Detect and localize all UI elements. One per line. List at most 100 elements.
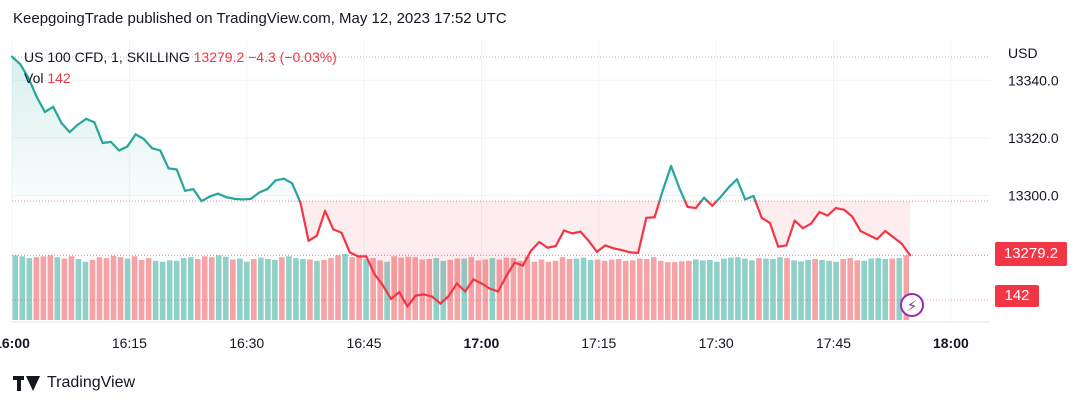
volume-bar xyxy=(307,259,313,320)
volume-bar xyxy=(54,257,61,320)
volume-bar xyxy=(426,259,433,320)
volume-bar xyxy=(194,259,201,320)
volume-bar xyxy=(145,258,152,320)
price-segment xyxy=(332,228,343,234)
volume-label[interactable]: Vol xyxy=(24,70,44,86)
price-segment xyxy=(43,105,55,114)
volume-bar xyxy=(47,255,54,320)
volume-bar xyxy=(601,260,608,320)
brand-name: TradingView xyxy=(47,374,136,391)
volume-bar xyxy=(847,258,853,320)
volume-bar xyxy=(636,258,643,320)
price-segment xyxy=(315,209,327,237)
price-segment xyxy=(439,295,450,305)
volume-bar xyxy=(412,257,419,320)
tradingview-logo-icon xyxy=(13,375,41,391)
volume-bar xyxy=(777,257,783,320)
volume-bar xyxy=(531,261,538,320)
price-segment xyxy=(678,186,687,203)
volume-bar xyxy=(229,259,236,320)
symbol-name[interactable]: US 100 CFD, 1, SKILLING xyxy=(24,49,190,65)
volume-bar xyxy=(854,260,860,320)
price-segment xyxy=(299,201,310,242)
price-segment xyxy=(431,295,442,305)
volume-bar xyxy=(335,255,341,320)
lightning-icon[interactable]: ⚡ xyxy=(900,293,924,317)
price-segment xyxy=(892,236,903,245)
x-tick-label: 16:00 xyxy=(0,335,30,351)
volume-bar xyxy=(68,256,75,320)
volume-bar xyxy=(840,259,846,320)
area-above-reference xyxy=(12,56,910,202)
price-segment xyxy=(406,294,417,308)
price-area xyxy=(12,56,990,307)
x-tick-label: 16:15 xyxy=(112,335,147,351)
price-segment xyxy=(694,200,703,210)
price-segment xyxy=(109,140,121,152)
volume-bar xyxy=(152,260,159,320)
price-segment xyxy=(389,290,401,301)
volume-bar xyxy=(714,261,720,320)
price-segment xyxy=(249,191,261,200)
price-segment xyxy=(19,63,30,80)
price-segment xyxy=(414,293,426,297)
price-segment xyxy=(200,195,211,203)
volume-bar xyxy=(82,261,89,320)
price-segment xyxy=(101,140,112,145)
volume-bar xyxy=(265,259,271,320)
volume-bar xyxy=(96,257,103,320)
publish-info: KeepgoingTrade published on TradingView.… xyxy=(13,10,507,27)
last-price: 13279.2 xyxy=(193,49,245,65)
price-segment xyxy=(216,192,228,199)
price-segment xyxy=(118,145,129,152)
volume-bar xyxy=(587,259,594,320)
volume-bar xyxy=(419,259,426,320)
price-segment xyxy=(85,117,96,124)
volume-bar xyxy=(447,259,454,320)
price-segment xyxy=(760,216,772,225)
volume-bar xyxy=(559,257,566,320)
price-segment xyxy=(422,293,434,298)
price-segment xyxy=(554,229,566,248)
price-segment xyxy=(521,249,533,267)
price-segment xyxy=(472,278,483,285)
area-below-reference xyxy=(12,201,910,307)
price-segment xyxy=(93,121,104,145)
volume-bar xyxy=(889,258,896,320)
price-segment xyxy=(579,230,590,242)
y-tick-label: 13300.0 xyxy=(1008,187,1059,203)
y-tick-label: 13340.0 xyxy=(1008,72,1059,88)
legend-volume-row: Vol 142 xyxy=(24,68,337,89)
y-tick-label: 13320.0 xyxy=(1008,130,1059,146)
volume-bar xyxy=(678,261,685,320)
price-segment xyxy=(669,164,681,190)
volume-bar xyxy=(812,259,818,320)
volume-bar xyxy=(868,258,875,320)
price-segment xyxy=(373,273,384,287)
price-segment xyxy=(658,189,664,203)
price-segment xyxy=(496,274,508,293)
volume-bar xyxy=(573,258,580,320)
volume-bar xyxy=(208,257,215,320)
volume-bar xyxy=(503,257,510,320)
x-tick-label: 18:00 xyxy=(933,335,969,351)
price-segment xyxy=(208,192,220,198)
price-segment xyxy=(900,242,912,257)
price-segment xyxy=(27,76,38,99)
volume-bar xyxy=(749,260,755,320)
volume-bar xyxy=(791,260,797,320)
volume-bar xyxy=(735,257,741,320)
volume-bar xyxy=(861,260,868,320)
price-segment xyxy=(842,208,854,218)
volume-bar xyxy=(138,259,145,320)
volume-bar xyxy=(875,258,882,320)
price-segment xyxy=(291,182,301,203)
price-segment xyxy=(546,244,557,249)
volume-bar xyxy=(244,261,250,320)
price-segment xyxy=(307,234,318,242)
price-segment xyxy=(488,287,500,293)
volume-bar xyxy=(770,259,776,320)
volume-bar xyxy=(75,259,82,320)
volume-bar xyxy=(707,259,713,320)
